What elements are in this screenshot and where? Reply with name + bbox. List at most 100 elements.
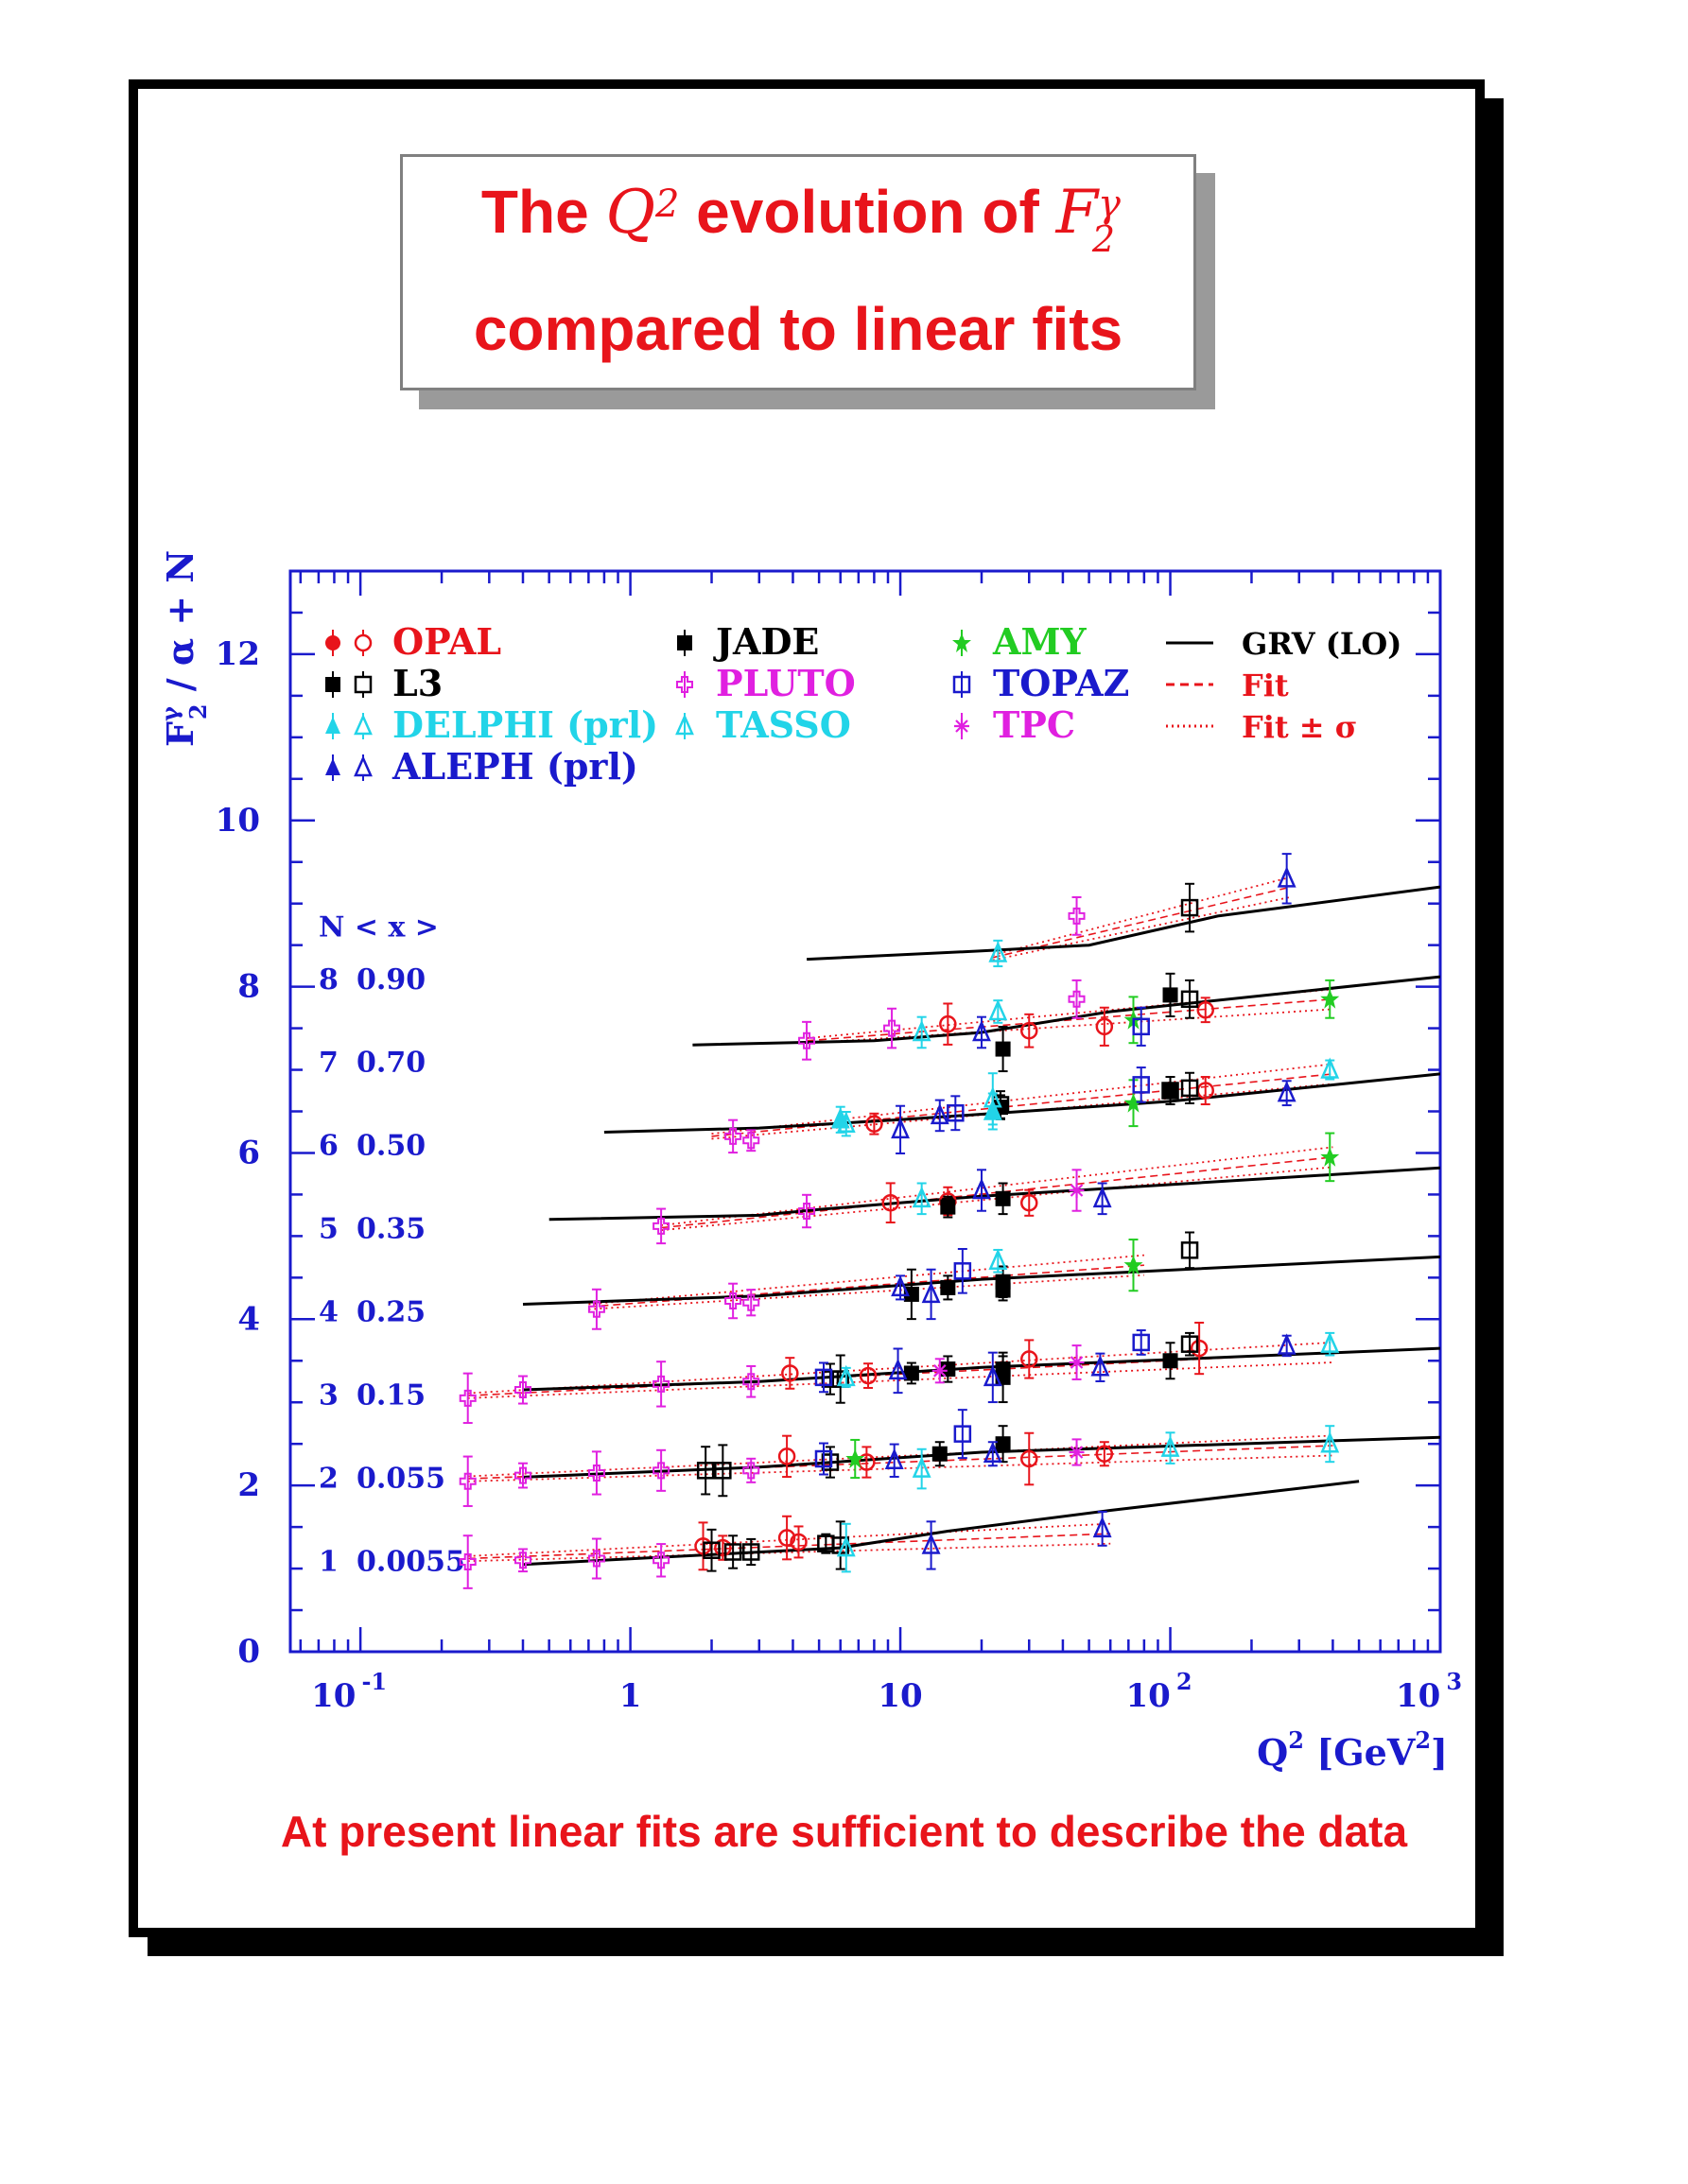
data-point bbox=[459, 1389, 477, 1407]
data-point bbox=[865, 1115, 883, 1133]
data-point bbox=[983, 1099, 1002, 1120]
data-point bbox=[798, 1203, 816, 1221]
data-point bbox=[995, 1041, 1011, 1057]
legend-item-aleph-prl-: ALEPH (prl) bbox=[325, 745, 638, 788]
y-tick-label: 4 bbox=[237, 1300, 260, 1338]
legend-item-fit-: Fit ± σ bbox=[1166, 709, 1357, 745]
legend-label: TPC bbox=[993, 703, 1075, 746]
data-point bbox=[1095, 1445, 1114, 1463]
data-point bbox=[1277, 1081, 1296, 1102]
legend-marker bbox=[677, 635, 692, 650]
data-point bbox=[1180, 1079, 1199, 1098]
legend-item-opal: OPAL bbox=[325, 620, 501, 663]
x-tick-exp: 2 bbox=[1176, 1668, 1192, 1695]
x-axis-label-sup: 2 bbox=[1288, 1726, 1304, 1754]
data-point bbox=[930, 1102, 949, 1125]
data-point bbox=[742, 1373, 760, 1391]
title-line-2: compared to linear fits bbox=[473, 295, 1123, 363]
legend-item-jade: JADE bbox=[677, 620, 819, 663]
data-point bbox=[1160, 1435, 1180, 1457]
y-tick-label: 2 bbox=[237, 1466, 260, 1504]
data-point bbox=[903, 1365, 919, 1381]
data-point bbox=[831, 1370, 849, 1388]
fit-line-N7 bbox=[807, 998, 1333, 1042]
data-point bbox=[1132, 1076, 1150, 1094]
data-point bbox=[972, 1019, 991, 1042]
data-point bbox=[947, 1104, 965, 1122]
data-point bbox=[1092, 1186, 1112, 1208]
legend-label: TOPAZ bbox=[993, 662, 1129, 704]
data-point bbox=[814, 1368, 833, 1387]
y-tick-label: 6 bbox=[237, 1134, 260, 1171]
data-point bbox=[653, 1217, 670, 1235]
legend-label: DELPHI (prl) bbox=[392, 703, 658, 746]
data-point bbox=[1069, 1183, 1085, 1199]
data-point bbox=[1180, 1241, 1199, 1259]
data-point bbox=[988, 1248, 1008, 1271]
data-point bbox=[696, 1462, 715, 1480]
x-tick-base: 10 bbox=[878, 1677, 922, 1715]
data-point bbox=[953, 1262, 972, 1280]
legend-label: AMY bbox=[992, 620, 1088, 663]
series-jade bbox=[903, 972, 1178, 1467]
title-q2: Q2 bbox=[605, 178, 680, 248]
data-point bbox=[653, 1375, 670, 1393]
data-point bbox=[912, 1186, 931, 1208]
y-axis-label: Fγ2 / α + N bbox=[156, 550, 212, 747]
nx-x-label: 0.15 bbox=[357, 1378, 426, 1412]
data-point bbox=[714, 1538, 732, 1557]
data-point bbox=[459, 1472, 477, 1490]
data-point bbox=[995, 1190, 1011, 1206]
data-point bbox=[903, 1286, 919, 1302]
y-axis-label-main: F bbox=[159, 721, 201, 747]
y-axis-label-sub: 2 bbox=[184, 703, 212, 719]
fit-sigma-up-N4 bbox=[588, 1254, 1144, 1306]
nx-x-label: 0.50 bbox=[357, 1130, 426, 1163]
data-point bbox=[1320, 1431, 1340, 1453]
data-point bbox=[939, 1014, 957, 1033]
data-point bbox=[1320, 1057, 1340, 1079]
title-line-1: The Q2 evolution of Fγ2 bbox=[403, 182, 1193, 264]
title-box: The Q2 evolution of Fγ2 compared to line… bbox=[400, 154, 1196, 390]
x-tick-base: 10 bbox=[1396, 1677, 1440, 1715]
legend-marker bbox=[952, 633, 971, 652]
data-point bbox=[1020, 1350, 1038, 1368]
x-axis-label-end: ] bbox=[1431, 1731, 1448, 1774]
y-tick-label: 0 bbox=[237, 1633, 260, 1671]
series-aleph-prl- bbox=[884, 853, 1296, 1570]
nx-n-label: 2 bbox=[319, 1462, 339, 1495]
x-axis-label-main: Q bbox=[1257, 1731, 1288, 1774]
data-point bbox=[587, 1550, 605, 1568]
footer-text: At present linear fits are sufficient to… bbox=[280, 1807, 1408, 1856]
data-point bbox=[798, 1031, 816, 1049]
grv-line-N5 bbox=[548, 1166, 1440, 1222]
data-point bbox=[1069, 1355, 1085, 1371]
data-point bbox=[1162, 1353, 1178, 1369]
data-point bbox=[1132, 1333, 1150, 1352]
data-point bbox=[742, 1462, 760, 1480]
data-point bbox=[1020, 1193, 1038, 1212]
legend-label: GRV (LO) bbox=[1242, 626, 1401, 662]
fit-line-N4 bbox=[588, 1264, 1144, 1308]
data-point bbox=[1277, 866, 1296, 888]
fit-line-N8 bbox=[992, 886, 1292, 959]
x-tick-label: 10 3 bbox=[1396, 1668, 1462, 1715]
legend-label: Fit bbox=[1242, 667, 1289, 703]
legend-marker bbox=[325, 717, 340, 734]
series-amy bbox=[845, 979, 1340, 1480]
data-point bbox=[703, 1541, 721, 1559]
data-point bbox=[845, 1449, 865, 1469]
data-point bbox=[1068, 990, 1086, 1008]
data-point bbox=[1277, 1333, 1296, 1355]
legend-item-topaz: TOPAZ bbox=[952, 662, 1129, 704]
data-point bbox=[814, 1449, 833, 1468]
data-point bbox=[714, 1462, 732, 1480]
data-point bbox=[790, 1533, 808, 1551]
data-point bbox=[931, 1446, 948, 1462]
data-point bbox=[1090, 1355, 1110, 1377]
data-point bbox=[777, 1447, 796, 1465]
nx-x-label: 0.70 bbox=[357, 1047, 426, 1080]
nx-n-label: 1 bbox=[319, 1545, 339, 1578]
fit-line-N3 bbox=[467, 1351, 1333, 1396]
data-point bbox=[742, 1132, 760, 1150]
